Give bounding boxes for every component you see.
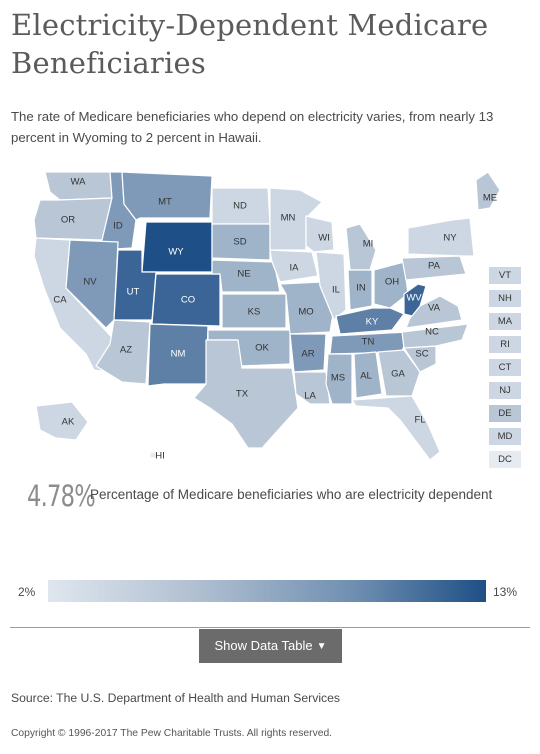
state-tx[interactable] xyxy=(193,339,299,449)
state-ga[interactable] xyxy=(377,349,421,397)
state-mi[interactable] xyxy=(345,223,377,271)
state-label-ga: GA xyxy=(391,369,405,380)
small-states-legend: VT NH MA RI CT NJ DE MD DC xyxy=(489,267,521,474)
state-sd[interactable] xyxy=(211,223,271,261)
state-wi[interactable] xyxy=(305,215,335,253)
state-wv[interactable] xyxy=(403,283,427,317)
map-svg: WA OR CA ID NV MT WY UT AZ CO NM ND SD NE KS OK TX MN IA MO… xyxy=(33,171,501,462)
page-title: Electricity-Dependent Medicare Beneficia… xyxy=(11,8,489,80)
state-label-nm: NM xyxy=(171,349,186,360)
state-nv[interactable] xyxy=(65,239,119,329)
state-in[interactable] xyxy=(347,269,373,311)
state-label-ne: NE xyxy=(237,269,250,280)
state-label-id: ID xyxy=(113,221,123,232)
small-state-nj[interactable]: NJ xyxy=(489,382,521,399)
stat-value: 4.78% xyxy=(27,479,96,513)
state-label-ky: KY xyxy=(366,317,379,328)
state-label-ut: UT xyxy=(127,287,140,298)
state-label-mo: MO xyxy=(298,307,313,318)
state-oh[interactable] xyxy=(373,261,409,309)
small-state-nh[interactable]: NH xyxy=(489,290,521,307)
state-label-in: IN xyxy=(356,283,366,294)
legend-max-label: 13% xyxy=(493,585,518,599)
state-label-wv: WV xyxy=(406,293,422,304)
state-label-ks: KS xyxy=(248,307,261,318)
state-label-hi: HI xyxy=(155,451,165,462)
state-ar[interactable] xyxy=(289,333,327,373)
description: The rate of Medicare beneficiaries who d… xyxy=(11,109,494,145)
state-label-co: CO xyxy=(181,295,195,306)
small-state-md[interactable]: MD xyxy=(489,428,521,445)
state-hi[interactable] xyxy=(149,451,159,459)
state-co[interactable] xyxy=(151,273,221,327)
small-state-ma[interactable]: MA xyxy=(489,313,521,330)
state-label-wi: WI xyxy=(318,233,330,244)
state-pa[interactable] xyxy=(401,255,467,281)
state-label-oh: OH xyxy=(385,277,399,288)
state-label-ar: AR xyxy=(301,349,314,360)
small-state-ri[interactable]: RI xyxy=(489,336,521,353)
state-label-sd: SD xyxy=(233,237,246,248)
state-label-wy: WY xyxy=(168,247,184,258)
state-label-fl: FL xyxy=(414,415,425,426)
state-label-nd: ND xyxy=(233,201,247,212)
state-nc[interactable] xyxy=(401,323,469,349)
state-label-mt: MT xyxy=(158,197,172,208)
state-label-wa: WA xyxy=(71,177,87,188)
state-me[interactable] xyxy=(475,171,501,211)
state-label-ms: MS xyxy=(331,373,345,384)
state-mt[interactable] xyxy=(121,171,213,221)
state-la[interactable] xyxy=(293,371,331,405)
copyright-note: Copyright © 1996-2017 The Pew Charitable… xyxy=(11,728,333,739)
state-label-me: ME xyxy=(483,193,497,204)
small-state-ct[interactable]: CT xyxy=(489,359,521,376)
small-state-de[interactable]: DE xyxy=(489,405,521,422)
state-label-nc: NC xyxy=(425,327,439,338)
state-label-tn: TN xyxy=(362,337,375,348)
state-label-va: VA xyxy=(428,303,441,314)
state-label-nv: NV xyxy=(83,277,97,288)
state-label-ny: NY xyxy=(443,233,457,244)
state-fl[interactable] xyxy=(351,395,441,461)
divider xyxy=(10,627,530,628)
show-data-table-label: Show Data Table xyxy=(214,638,313,653)
chevron-down-icon: ▼ xyxy=(316,640,327,652)
state-label-mi: MI xyxy=(363,239,374,250)
state-label-il: IL xyxy=(332,285,340,296)
state-label-az: AZ xyxy=(120,345,132,356)
us-choropleth-map: WA OR CA ID NV MT WY UT AZ CO NM ND SD NE KS OK TX MN IA MO… xyxy=(0,158,540,468)
stat-summary: 4.78% Percentage of Medicare beneficiari… xyxy=(27,478,527,518)
source-note: Source: The U.S. Department of Health an… xyxy=(11,691,340,705)
state-ms[interactable] xyxy=(325,353,353,405)
state-label-pa: PA xyxy=(428,261,441,272)
state-label-or: OR xyxy=(61,215,75,226)
stat-label: Percentage of Medicare beneficiaries who… xyxy=(90,487,493,502)
small-state-dc[interactable]: DC xyxy=(489,451,521,468)
state-ny[interactable] xyxy=(407,217,475,257)
state-label-la: LA xyxy=(304,391,316,402)
state-ks[interactable] xyxy=(221,293,287,329)
state-label-tx: TX xyxy=(236,389,249,400)
state-ak[interactable] xyxy=(35,401,89,441)
state-label-ak: AK xyxy=(62,417,75,428)
small-state-vt[interactable]: VT xyxy=(489,267,521,284)
state-az[interactable] xyxy=(95,319,151,385)
state-label-ia: IA xyxy=(290,263,300,274)
legend-gradient-bar xyxy=(48,580,486,602)
state-label-sc: SC xyxy=(415,349,428,360)
legend-min-label: 2% xyxy=(18,585,36,599)
state-nm[interactable] xyxy=(147,323,209,387)
state-label-al: AL xyxy=(360,371,372,382)
show-data-table-button[interactable]: Show Data Table ▼ xyxy=(199,629,342,663)
state-ia[interactable] xyxy=(269,249,319,283)
state-label-ca: CA xyxy=(53,295,67,306)
state-label-ok: OK xyxy=(255,343,269,354)
state-al[interactable] xyxy=(353,351,383,399)
state-label-mn: MN xyxy=(281,213,296,224)
